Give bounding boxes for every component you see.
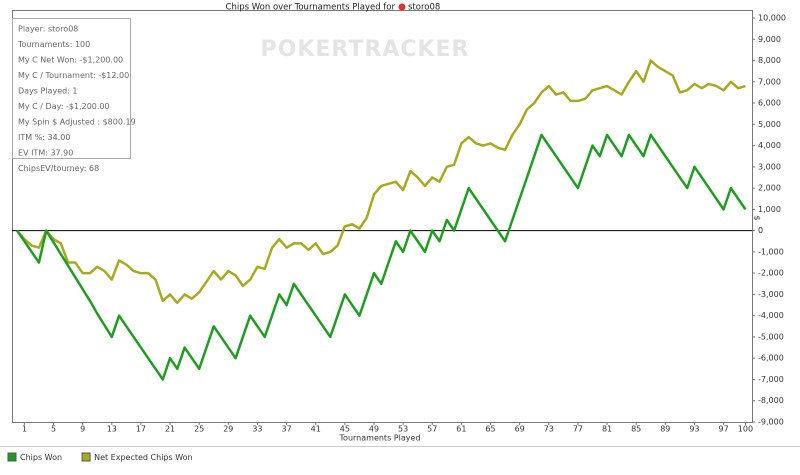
info-line: EV ITM: 37.90 — [18, 149, 73, 158]
x-tick-label: 77 — [573, 425, 583, 434]
y-tick-label: 4,000 — [758, 141, 781, 150]
y-tick-label: -4,000 — [758, 311, 784, 320]
info-line: My C / Day: -$1,200.00 — [18, 102, 110, 111]
x-tick-label: 85 — [631, 425, 641, 434]
info-box — [12, 18, 131, 159]
x-tick-label: 65 — [485, 425, 495, 434]
y-tick-label: -1,000 — [758, 247, 784, 256]
x-tick-label: 41 — [311, 425, 321, 434]
y-tick-label: -5,000 — [758, 332, 784, 341]
plot-frame — [12, 10, 753, 423]
x-tick-label: 69 — [515, 425, 525, 434]
legend-swatch — [81, 452, 91, 462]
y-tick-label: 6,000 — [758, 99, 781, 108]
legend-label: Net Expected Chips Won — [94, 453, 193, 462]
y-tick-label: -6,000 — [758, 354, 784, 363]
x-tick-label: 5 — [51, 425, 56, 434]
info-line: ChipsEV/tourney: 68 — [18, 164, 99, 173]
y-tick-label: 2,000 — [758, 184, 781, 193]
y-axis-label: $ — [753, 215, 762, 220]
info-line: Tournaments: 100 — [17, 40, 90, 49]
chart-title: Chips Won over Tournaments Played for — [226, 3, 396, 13]
y-tick-label: 3,000 — [758, 162, 781, 171]
y-tick-label: 0 — [758, 226, 763, 235]
y-tick-label: 5,000 — [758, 120, 781, 129]
x-tick-label: 53 — [398, 425, 408, 434]
x-tick-label: 1 — [22, 425, 27, 434]
x-tick-label: 33 — [252, 425, 262, 434]
legend-swatch — [7, 452, 17, 462]
y-tick-label: 1,000 — [758, 205, 781, 214]
info-line: My Spin $ Adjusted : $800.19 — [18, 118, 136, 127]
x-tick-label: 21 — [165, 425, 175, 434]
x-tick-label: 9 — [80, 425, 85, 434]
y-tick-label: -3,000 — [758, 290, 784, 299]
x-tick-label: 97 — [719, 425, 729, 434]
x-tick-label: 49 — [369, 425, 379, 434]
info-line: Days Played: 1 — [18, 87, 78, 96]
y-tick-label: 9,000 — [758, 35, 781, 44]
x-tick-label: 13 — [107, 425, 117, 434]
x-tick-label: 25 — [194, 425, 204, 434]
y-tick-label: -8,000 — [758, 396, 784, 405]
x-tick-label: 81 — [602, 425, 612, 434]
y-tick-label: -7,000 — [758, 375, 784, 384]
x-tick-label: 93 — [689, 425, 699, 434]
y-tick-label: -2,000 — [758, 269, 784, 278]
info-line: My C / Tournament: -$12.00 — [18, 71, 129, 80]
watermark: POKERTRACKER — [261, 37, 470, 62]
info-line: My C Net Won: -$1,200.00 — [18, 56, 123, 65]
info-line: ITM %: 34.00 — [18, 133, 70, 142]
player-icon — [398, 3, 406, 11]
x-tick-label: 45 — [340, 425, 350, 434]
x-tick-label: 37 — [281, 425, 291, 434]
x-tick-label: 57 — [427, 425, 437, 434]
x-tick-label: 100 — [738, 425, 753, 434]
y-tick-label: -9,000 — [758, 418, 784, 427]
info-line: Player: storo08 — [18, 25, 78, 34]
y-tick-label: 10,000 — [758, 14, 786, 23]
x-axis-label: Tournaments Played — [339, 434, 421, 443]
x-tick-label: 89 — [660, 425, 670, 434]
x-tick-label: 73 — [544, 425, 554, 434]
x-tick-label: 17 — [136, 425, 146, 434]
y-tick-label: 7,000 — [758, 77, 781, 86]
x-tick-label: 61 — [456, 425, 466, 434]
player-name: storo08 — [408, 3, 440, 13]
series-line — [16, 133, 747, 381]
series-line — [16, 59, 746, 305]
legend-label: Chips Won — [20, 453, 62, 462]
y-tick-label: 8,000 — [758, 56, 781, 65]
x-tick-label: 29 — [223, 425, 233, 434]
